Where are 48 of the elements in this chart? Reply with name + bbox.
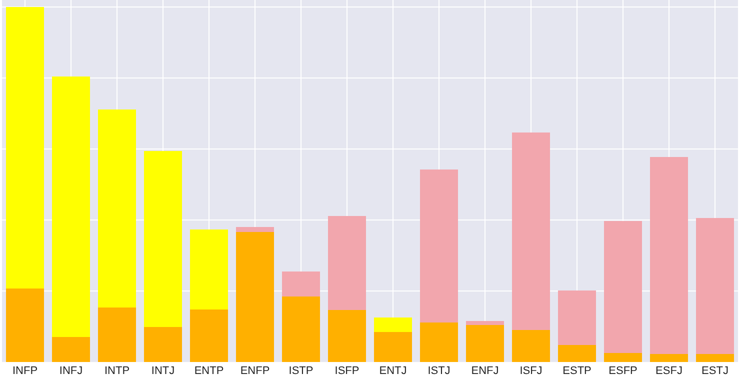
x-tick-label: ENTJ bbox=[379, 365, 407, 377]
x-tick-label: ESTJ bbox=[702, 365, 728, 377]
bar bbox=[98, 110, 136, 308]
bar bbox=[282, 296, 320, 362]
x-tick-label: ESTP bbox=[562, 365, 592, 377]
bar bbox=[466, 325, 504, 362]
bar bbox=[236, 232, 274, 362]
bar bbox=[512, 132, 550, 330]
bar bbox=[420, 322, 458, 362]
bar bbox=[190, 230, 228, 310]
x-tick-label: ENFJ bbox=[471, 365, 499, 377]
x-tick-label: ISTP bbox=[288, 365, 314, 377]
x-tick-label: INFP bbox=[12, 365, 38, 377]
bar bbox=[190, 309, 228, 362]
bar bbox=[374, 317, 412, 332]
bar bbox=[328, 310, 366, 362]
bar bbox=[650, 354, 688, 362]
bar bbox=[282, 272, 320, 296]
bar bbox=[512, 330, 550, 362]
x-tick-label: ESFJ bbox=[656, 365, 682, 377]
bar bbox=[466, 321, 504, 326]
bar bbox=[696, 354, 734, 362]
x-tick-label: INTP bbox=[104, 365, 130, 377]
bar bbox=[328, 216, 366, 310]
bar bbox=[144, 327, 182, 362]
bar bbox=[558, 344, 596, 362]
x-tick-label: ENTP bbox=[194, 365, 224, 377]
bar bbox=[650, 157, 688, 354]
bar bbox=[374, 332, 412, 362]
bar bbox=[52, 76, 90, 338]
bar bbox=[604, 353, 642, 362]
bar bbox=[6, 7, 44, 289]
bar bbox=[6, 288, 44, 362]
x-tick-label: ISFP bbox=[334, 365, 360, 377]
bar bbox=[98, 307, 136, 362]
x-tick-label: ENFP bbox=[240, 365, 270, 377]
bar bbox=[696, 218, 734, 354]
x-tick-label: ESFP bbox=[608, 365, 638, 377]
bar bbox=[236, 226, 274, 232]
bar bbox=[558, 290, 596, 345]
x-tick-label: INTJ bbox=[151, 365, 175, 377]
x-tick-label: ISFJ bbox=[520, 365, 542, 377]
bar bbox=[52, 337, 90, 362]
bar bbox=[144, 151, 182, 328]
x-tick-label: INFJ bbox=[59, 365, 83, 377]
bar bbox=[604, 220, 642, 354]
x-tick-label: ISTJ bbox=[428, 365, 450, 377]
bar bbox=[420, 169, 458, 322]
